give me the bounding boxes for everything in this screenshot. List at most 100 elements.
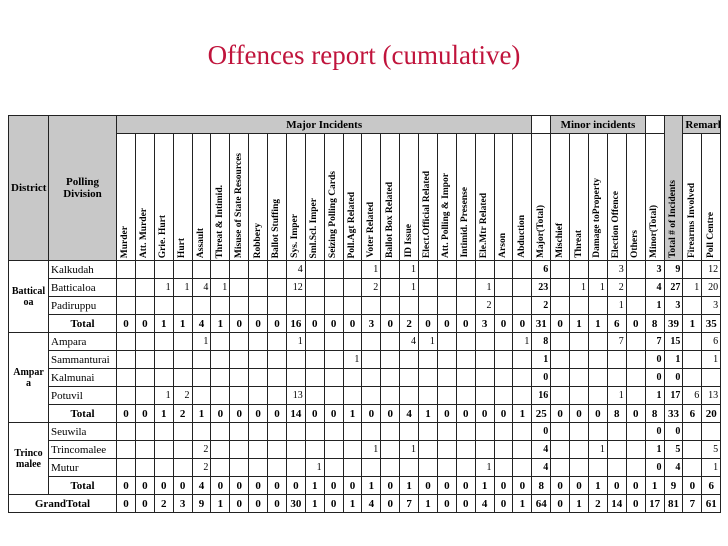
empty-cell [512,440,533,459]
empty-cell [606,440,627,459]
title: Offences report (cumulative) [207,40,521,70]
division-cell: Mutur [48,458,117,477]
empty-cell [493,332,514,351]
value-cell: 4 [644,278,665,297]
district-cell: Trincomalee [8,422,49,495]
empty-cell [550,332,571,351]
empty-cell [436,332,457,351]
column-header: Ele.Mtr Related [479,192,490,258]
column-header-cell: Poll.Agt Related [342,133,363,261]
column-header-cell: Ele.Mtr Related [474,133,495,261]
empty-cell [512,458,533,477]
value-cell: 1 [210,314,231,333]
value-cell: 7 [399,494,419,513]
column-header: Poll Centre [705,212,716,258]
value-cell: 1 [701,350,722,369]
empty-cell [304,260,325,279]
value-cell: 8 [644,314,665,333]
value-cell: 1 [512,404,533,423]
value-cell: 1 [191,332,212,351]
value-cell: 1 [172,314,193,333]
empty-cell [116,422,136,441]
empty-cell [361,386,382,405]
total-label: Total [48,476,117,495]
empty-cell [512,422,533,441]
column-header-cell: Others [625,133,646,261]
value-cell: 0 [455,494,476,513]
value-cell: 1 [361,440,382,459]
empty-cell [380,278,401,297]
empty-cell [625,440,646,459]
empty-cell [380,422,401,441]
empty-cell [625,368,646,387]
empty-cell [285,458,306,477]
empty-cell [285,368,306,387]
empty-cell [512,368,533,387]
empty-cell [342,458,363,477]
group-header: Remarks [682,115,722,134]
empty-cell [304,332,325,351]
value-cell: 1 [569,494,589,513]
empty-cell [248,422,268,441]
total-row: Total 0 0 0 0 4 0 0 0 0 0 1 0 0 1 0 1 0 0 0 1 0 0 8 0 0 1 0 0 1 9 0 6 [9,476,722,495]
empty-cell [606,368,627,387]
value-cell: 0 [569,404,589,423]
value-cell: 0 [116,404,136,423]
empty-cell [191,296,212,315]
value-cell: 14 [285,404,306,423]
empty-cell [323,296,344,315]
column-header-cell: Election Offence [606,133,627,261]
column-header-cell: Firearms Involved [682,133,703,261]
empty-cell [191,422,212,441]
value-cell: 0 [229,314,250,333]
total-header-cell: Total # of Incidents [663,115,684,261]
value-cell: 2 [153,494,174,513]
empty-cell [210,386,231,405]
empty-cell [210,296,231,315]
empty-cell [210,458,231,477]
empty-cell [418,368,438,387]
empty-cell [116,368,136,387]
value-cell: 4 [399,332,419,351]
value-cell: 16 [531,386,552,405]
empty-cell [606,422,627,441]
empty-cell [682,350,703,369]
empty-cell [267,332,287,351]
value-cell: 39 [663,314,684,333]
empty-cell [172,350,193,369]
empty-cell [248,332,268,351]
empty-cell [134,440,155,459]
value-cell: 30 [285,494,306,513]
value-cell: 0 [323,494,344,513]
column-header-cell: Intimid. Presense [455,133,476,261]
value-cell: 3 [606,260,627,279]
value-cell: 0 [267,494,287,513]
empty-cell [569,260,589,279]
column-header: Sys. Imper [290,214,301,258]
empty-cell [550,440,571,459]
value-cell: 1 [153,386,174,405]
empty-cell [625,296,646,315]
value-cell: 1 [361,260,382,279]
value-cell: 0 [267,404,287,423]
value-cell: 1 [399,260,419,279]
empty-cell [682,332,703,351]
empty-cell [134,278,155,297]
empty-cell [116,350,136,369]
empty-cell [436,386,457,405]
value-cell: 1 [153,314,174,333]
data-row: Potuvil 1 2 13 16 1 1 17 6 13 [9,386,722,405]
column-header-cell: Damage toProperty [587,133,608,261]
empty-cell [625,386,646,405]
empty-cell [361,458,382,477]
value-cell: 0 [116,494,136,513]
value-cell: 20 [701,404,722,423]
value-cell: 0 [531,368,552,387]
empty-cell [248,440,268,459]
empty-cell [474,440,495,459]
value-cell: 27 [663,278,684,297]
value-cell: 1 [153,278,174,297]
empty-cell [587,296,608,315]
empty-cell [399,350,419,369]
column-header-cell: Grie. Hurt [153,133,174,261]
